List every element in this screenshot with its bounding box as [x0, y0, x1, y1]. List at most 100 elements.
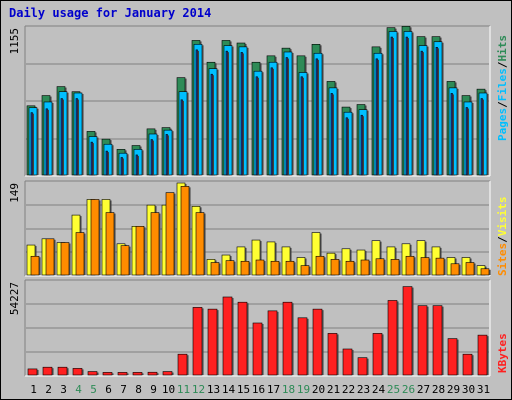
x-tick-label: 1: [30, 383, 37, 396]
bar-sites: [345, 260, 355, 276]
legend-pages-files-hits-part: /: [496, 61, 509, 68]
bar-pages-shade: [122, 158, 124, 175]
x-tick-label: 10: [162, 383, 175, 396]
bar-sites: [225, 260, 235, 276]
bar-kbytes-shade: [217, 310, 219, 375]
bar-sites-shade: [399, 260, 401, 275]
bar-sites-shade: [69, 243, 71, 275]
bar-sites-shade: [159, 213, 161, 275]
bar-pages: [375, 58, 378, 176]
bar-pages-shade: [137, 155, 139, 175]
bar-kbytes: [102, 372, 113, 376]
bar-kbytes-shade: [142, 373, 144, 375]
bar-kbytes: [57, 366, 68, 376]
bar-kbytes-shade: [292, 303, 294, 375]
bar-visits-shade: [260, 241, 262, 275]
bar-kbytes: [432, 305, 443, 376]
bar-kbytes: [42, 366, 53, 376]
x-tick-label: 24: [372, 383, 386, 396]
bar-files-shade: [187, 92, 189, 175]
bar-kbytes: [207, 308, 218, 376]
x-tick-label: 7: [120, 383, 127, 396]
bar-sites-shade: [219, 263, 221, 275]
bar-files-shade: [247, 47, 249, 175]
bar-pages-shade: [332, 94, 334, 175]
bar-kbytes-shade: [337, 334, 339, 375]
legend-pages-files-hits-part: Files: [496, 68, 509, 101]
x-tick-label: 15: [237, 383, 250, 396]
bar-kbytes-shade: [157, 373, 159, 375]
bar-visits-shade: [320, 233, 322, 275]
bar-files-shade: [412, 32, 414, 175]
bar-sites: [360, 259, 370, 276]
bar-pages-shade: [197, 50, 199, 175]
bar-sites-shade: [99, 200, 101, 275]
y-max-label: 149: [8, 183, 21, 203]
bar-sites-shade: [189, 187, 191, 275]
bar-files-shade: [112, 145, 114, 175]
bar-files-shade: [292, 52, 294, 175]
bar-kbytes: [357, 357, 368, 376]
bar-files-shade: [322, 54, 324, 175]
bar-sites: [210, 262, 220, 276]
x-tick-label: 9: [150, 383, 157, 396]
x-tick-label: 25: [387, 383, 400, 396]
x-tick-label: 12: [192, 383, 205, 396]
bar-kbytes-shade: [472, 355, 474, 375]
bar-sites: [165, 192, 175, 276]
bar-kbytes: [27, 368, 38, 376]
bar-pages: [300, 76, 303, 176]
bar-pages-shade: [167, 135, 169, 175]
x-tick-label: 6: [105, 383, 112, 396]
bar-pages-shade: [242, 53, 244, 176]
bar-sites-shade: [144, 227, 146, 275]
bar-files-shade: [472, 102, 474, 175]
bar-sites: [75, 232, 85, 276]
legend-pages-files-hits-part: Hits: [496, 35, 509, 62]
legend-pages-files-hits: Pages/Files/Hits: [496, 35, 509, 141]
bar-pages-shade: [437, 48, 439, 175]
bar-files-shade: [487, 93, 489, 175]
bar-kbytes: [222, 296, 233, 376]
bar-pages-shade: [32, 113, 34, 175]
bar-kbytes-shade: [37, 369, 39, 375]
legend-kbytes: KBytes: [496, 333, 509, 373]
bar-sites: [45, 238, 55, 276]
bar-sites: [195, 212, 205, 276]
bar-pages: [330, 93, 333, 176]
bar-pages: [120, 157, 123, 176]
bar-files-shade: [307, 73, 309, 175]
bar-pages-shade: [272, 68, 274, 175]
bar-pages: [225, 50, 228, 176]
bar-visits-shade: [380, 241, 382, 275]
bar-sites-shade: [324, 257, 326, 275]
bar-pages-shade: [152, 140, 154, 175]
bar-pages: [405, 36, 408, 176]
x-tick-label: 13: [207, 383, 220, 396]
bar-kbytes-shade: [487, 336, 489, 375]
bar-sites: [300, 265, 310, 276]
bar-kbytes: [462, 353, 473, 376]
bar-kbytes: [267, 310, 278, 376]
bar-sites-shade: [174, 193, 176, 275]
bar-kbytes: [417, 305, 428, 376]
x-tick-label: 27: [417, 383, 430, 396]
bar-pages: [30, 112, 33, 176]
legend-pages-files-hits-part: Pages: [496, 108, 509, 141]
bar-kbytes-shade: [352, 349, 354, 375]
y-max-label: 54227: [8, 282, 21, 315]
bar-pages: [390, 36, 393, 176]
bar-pages-shade: [182, 100, 184, 175]
x-tick-label: 4: [75, 383, 82, 396]
bar-pages-shade: [92, 143, 94, 175]
bar-sites: [180, 186, 190, 276]
bar-kbytes: [87, 371, 98, 376]
bar-files-shade: [82, 93, 84, 175]
x-tick-label: 30: [462, 383, 475, 396]
bar-pages: [210, 73, 213, 176]
bar-sites: [450, 263, 460, 276]
x-tick-label: 31: [477, 383, 490, 396]
bar-pages: [240, 52, 243, 176]
bar-files-shade: [67, 92, 69, 175]
bar-pages-shade: [392, 38, 394, 175]
